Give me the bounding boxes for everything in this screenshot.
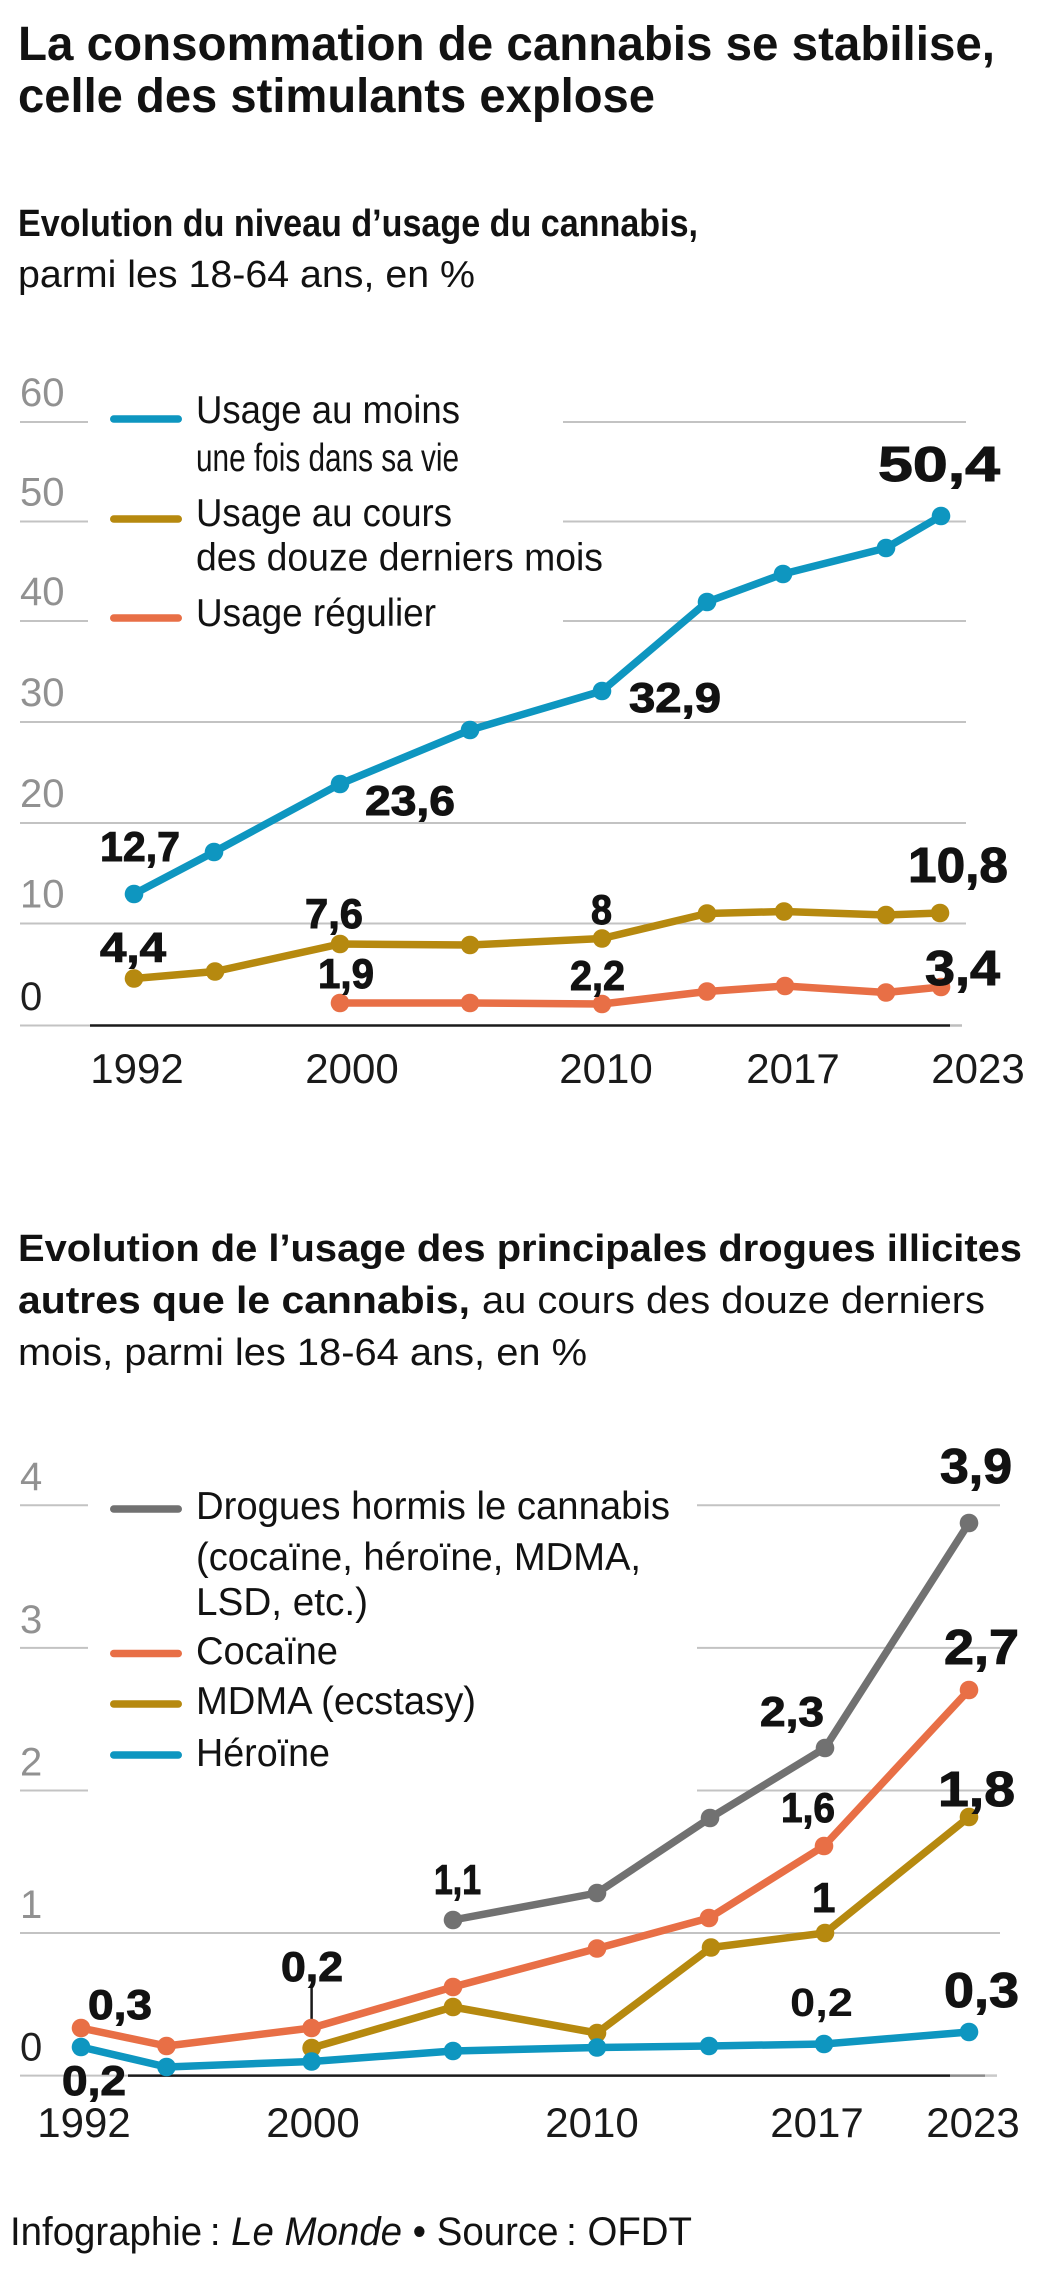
svg-text:1,6: 1,6 xyxy=(781,1784,835,1831)
svg-text:0,3: 0,3 xyxy=(88,1981,152,2028)
svg-text:2,3: 2,3 xyxy=(760,1688,824,1735)
svg-text:Usage au cours: Usage au cours xyxy=(196,492,452,535)
svg-text:Evolution du niveau d’usage du: Evolution du niveau d’usage du cannabis, xyxy=(18,203,698,245)
svg-text:3,9: 3,9 xyxy=(940,1440,1012,1494)
svg-text:La consommation de cannabis se: La consommation de cannabis se stabilise… xyxy=(18,18,995,71)
svg-text:3,4: 3,4 xyxy=(925,942,1000,996)
svg-text:2017: 2017 xyxy=(746,1045,839,1092)
svg-text:1,8: 1,8 xyxy=(938,1763,1015,1817)
svg-text:0,2: 0,2 xyxy=(281,1943,343,1990)
svg-text:une fois dans sa vie: une fois dans sa vie xyxy=(196,437,459,480)
svg-text:2023: 2023 xyxy=(931,1045,1024,1092)
svg-text:40: 40 xyxy=(20,570,65,614)
svg-text:autres que le cannabis,: autres que le cannabis, xyxy=(18,1280,470,1322)
svg-text:au cours des douze derniers: au cours des douze derniers xyxy=(482,1280,985,1322)
svg-text:2010: 2010 xyxy=(559,1045,652,1092)
svg-text:50: 50 xyxy=(20,471,65,515)
svg-text:23,6: 23,6 xyxy=(365,777,455,824)
svg-text:10: 10 xyxy=(20,873,65,917)
svg-text:60: 60 xyxy=(20,371,65,415)
svg-text:1992: 1992 xyxy=(90,1045,183,1092)
svg-text:Héroïne: Héroïne xyxy=(196,1732,330,1775)
svg-text:10,8: 10,8 xyxy=(908,839,1008,893)
svg-text:Infographie : Le Monde • Sourc: Infographie : Le Monde • Source : OFDT xyxy=(10,2210,692,2254)
svg-text:2,7: 2,7 xyxy=(944,1621,1019,1675)
svg-text:12,7: 12,7 xyxy=(100,823,180,870)
svg-text:Evolution de l’usage des princ: Evolution de l’usage des principales dro… xyxy=(18,1228,1022,1270)
svg-text:0,2: 0,2 xyxy=(62,2057,126,2104)
svg-text:30: 30 xyxy=(20,671,65,715)
svg-text:1: 1 xyxy=(20,1883,42,1927)
svg-text:1: 1 xyxy=(812,1874,835,1921)
svg-text:4,4: 4,4 xyxy=(100,924,167,971)
svg-text:0,2: 0,2 xyxy=(790,1981,853,2025)
svg-text:2023: 2023 xyxy=(926,2099,1019,2146)
svg-text:des douze derniers mois: des douze derniers mois xyxy=(196,537,603,580)
svg-text:0,3: 0,3 xyxy=(944,1964,1019,2018)
svg-text:0: 0 xyxy=(20,975,42,1019)
svg-text:32,9: 32,9 xyxy=(629,674,721,721)
svg-text:4: 4 xyxy=(20,1455,42,1499)
svg-text:2017: 2017 xyxy=(770,2099,863,2146)
svg-text:2,2: 2,2 xyxy=(570,952,625,999)
svg-text:celle des stimulants explose: celle des stimulants explose xyxy=(18,70,655,123)
svg-text:mois, parmi les 18-64 ans, en: mois, parmi les 18-64 ans, en % xyxy=(18,1332,587,1374)
svg-text:(cocaïne, héroïne, MDMA,: (cocaïne, héroïne, MDMA, xyxy=(196,1536,641,1579)
svg-text:50,4: 50,4 xyxy=(878,438,1000,492)
svg-text:0: 0 xyxy=(20,2026,42,2070)
svg-text:2000: 2000 xyxy=(305,1045,398,1092)
svg-text:2010: 2010 xyxy=(545,2099,638,2146)
svg-text:8: 8 xyxy=(591,886,612,933)
svg-text:Cocaïne: Cocaïne xyxy=(196,1630,338,1673)
svg-text:Drogues hormis le cannabis: Drogues hormis le cannabis xyxy=(196,1485,670,1528)
svg-text:3: 3 xyxy=(20,1598,42,1642)
svg-text:Usage au moins: Usage au moins xyxy=(196,389,460,432)
svg-text:1,9: 1,9 xyxy=(318,950,374,997)
svg-text:20: 20 xyxy=(20,772,65,816)
svg-text:2000: 2000 xyxy=(266,2099,359,2146)
svg-text:7,6: 7,6 xyxy=(305,890,363,937)
svg-text:2: 2 xyxy=(20,1741,42,1785)
svg-text:1992: 1992 xyxy=(37,2099,130,2146)
svg-text:LSD, etc.): LSD, etc.) xyxy=(196,1581,368,1624)
svg-text:1,1: 1,1 xyxy=(434,1856,481,1903)
svg-text:Usage régulier: Usage régulier xyxy=(196,592,436,635)
svg-text:parmi les 18-64 ans, en %: parmi les 18-64 ans, en % xyxy=(18,254,475,296)
svg-text:MDMA (ecstasy): MDMA (ecstasy) xyxy=(196,1680,476,1723)
